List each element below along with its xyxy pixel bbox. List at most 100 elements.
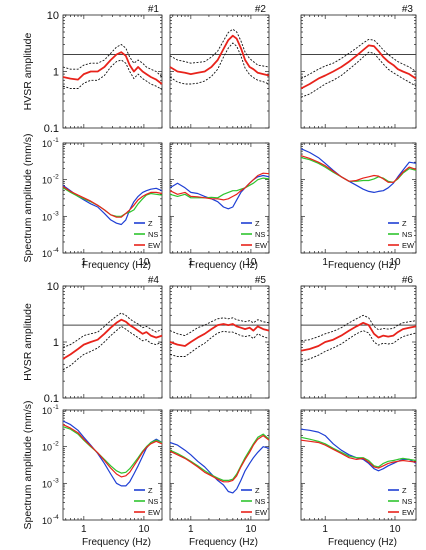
series-lower xyxy=(169,330,270,357)
y-tick-label: 1 xyxy=(53,337,59,349)
x-tick-label: 10 xyxy=(138,257,150,268)
series-ns xyxy=(62,187,163,217)
legend-label-ew: EW xyxy=(148,508,161,517)
station-label: #6 xyxy=(402,275,414,286)
legend-label-ns: NS xyxy=(255,497,265,506)
hvsr-panel-3: #3 xyxy=(300,4,417,129)
series-ew xyxy=(300,155,417,183)
series-upper xyxy=(169,28,270,68)
y-tick-exponent: -4 xyxy=(53,247,59,254)
x-axis-label: Frequency (Hz) xyxy=(82,260,151,271)
y-tick-label: 10 xyxy=(42,516,52,526)
series-z xyxy=(169,441,270,494)
series-upper xyxy=(62,44,163,78)
series-z xyxy=(300,428,417,472)
y-tick-label: 10 xyxy=(42,479,52,489)
legend-label-ew: EW xyxy=(148,241,161,250)
series-mean xyxy=(300,44,417,90)
series-ns xyxy=(300,157,417,183)
x-tick-label: 1 xyxy=(81,524,87,535)
y-axis-label: Spectrum amplitude (mm/s) xyxy=(22,134,34,263)
hvsr-panel-1: #1 0.1 1 10 HVSR amplitude xyxy=(22,4,163,135)
y-tick-label: 10 xyxy=(42,176,52,186)
hvsr-panel-4: #4 0.1 1 10 HVSR amplitude xyxy=(22,275,163,405)
series-mean xyxy=(300,321,417,352)
series-upper xyxy=(300,314,417,342)
series-ns xyxy=(62,426,163,474)
station-label: #4 xyxy=(148,275,160,286)
station-label: #2 xyxy=(255,4,267,15)
x-tick-label: 10 xyxy=(389,524,401,535)
y-axis-label: HVSR amplitude xyxy=(22,33,34,111)
y-tick-exponent: -2 xyxy=(53,174,59,181)
x-tick-label: 10 xyxy=(245,257,257,268)
station-label: #1 xyxy=(148,4,160,15)
y-tick-exponent: -2 xyxy=(53,441,59,448)
y-axis-label: HVSR amplitude xyxy=(22,303,34,381)
series-z xyxy=(62,420,163,487)
y-tick-label: 10 xyxy=(42,249,52,259)
series-lower xyxy=(62,325,163,371)
series-upper xyxy=(300,38,417,79)
plot-frame xyxy=(169,14,270,129)
y-tick-exponent: -3 xyxy=(53,477,59,484)
legend-label-z: Z xyxy=(255,486,260,495)
legend-label-z: Z xyxy=(402,219,407,228)
x-tick-label: 10 xyxy=(138,524,150,535)
spectrum-panel-5: 1 10 Frequency (Hz) Z NS EW xyxy=(169,409,270,548)
x-axis-label: Frequency (Hz) xyxy=(328,260,397,271)
legend-label-ns: NS xyxy=(402,230,412,239)
legend-label-ns: NS xyxy=(255,230,265,239)
y-tick-label: 10 xyxy=(42,443,52,453)
series-ew xyxy=(300,439,417,469)
x-axis-label: Frequency (Hz) xyxy=(328,537,397,548)
x-tick-label: 1 xyxy=(322,257,328,268)
hvsr-panel-5: #5 xyxy=(169,275,270,399)
series-z xyxy=(300,148,417,193)
y-tick-exponent: -1 xyxy=(53,137,59,144)
series-lower xyxy=(169,42,270,85)
station-label: #5 xyxy=(255,275,267,286)
series-ew xyxy=(62,424,163,478)
series-ns xyxy=(300,436,417,468)
station-label: #3 xyxy=(402,4,414,15)
plot-frame xyxy=(169,409,270,521)
x-tick-label: 1 xyxy=(188,524,194,535)
legend-label-ew: EW xyxy=(255,508,268,517)
x-tick-label: 10 xyxy=(389,257,401,268)
legend-label-z: Z xyxy=(402,486,407,495)
hvsr-panel-6: #6 xyxy=(300,275,417,399)
series-mean xyxy=(169,323,270,347)
series-lower xyxy=(300,51,417,98)
plot-frame xyxy=(62,142,163,254)
x-tick-label: 10 xyxy=(245,524,257,535)
y-tick-label: 10 xyxy=(47,281,59,293)
plot-frame xyxy=(62,14,163,129)
x-tick-label: 1 xyxy=(188,257,194,268)
y-tick-label: 10 xyxy=(42,406,52,416)
x-axis-label: Frequency (Hz) xyxy=(189,260,258,271)
y-tick-label: 10 xyxy=(42,212,52,222)
y-tick-exponent: -4 xyxy=(53,514,59,521)
series-ns xyxy=(169,433,270,481)
legend-label-ns: NS xyxy=(148,497,158,506)
series-z xyxy=(62,184,163,226)
series-upper xyxy=(169,317,270,337)
legend-label-ew: EW xyxy=(255,241,268,250)
hvsr-panel-2: #2 xyxy=(169,4,270,129)
legend-label-z: Z xyxy=(255,219,260,228)
series-ew xyxy=(62,185,163,218)
plot-frame xyxy=(300,14,417,129)
spectrum-panel-6: 1 10 Frequency (Hz) Z NS EW xyxy=(300,409,417,548)
plot-frame xyxy=(62,409,163,521)
series-ew xyxy=(169,172,270,201)
legend-label-z: Z xyxy=(148,219,153,228)
y-tick-exponent: -3 xyxy=(53,210,59,217)
y-axis-label: Spectrum amplitude (mm/s) xyxy=(22,401,34,530)
series-upper xyxy=(62,312,163,348)
y-tick-exponent: -1 xyxy=(53,404,59,411)
series-ns xyxy=(169,177,270,199)
series-mean xyxy=(62,318,163,360)
legend-label-ew: EW xyxy=(402,241,415,250)
